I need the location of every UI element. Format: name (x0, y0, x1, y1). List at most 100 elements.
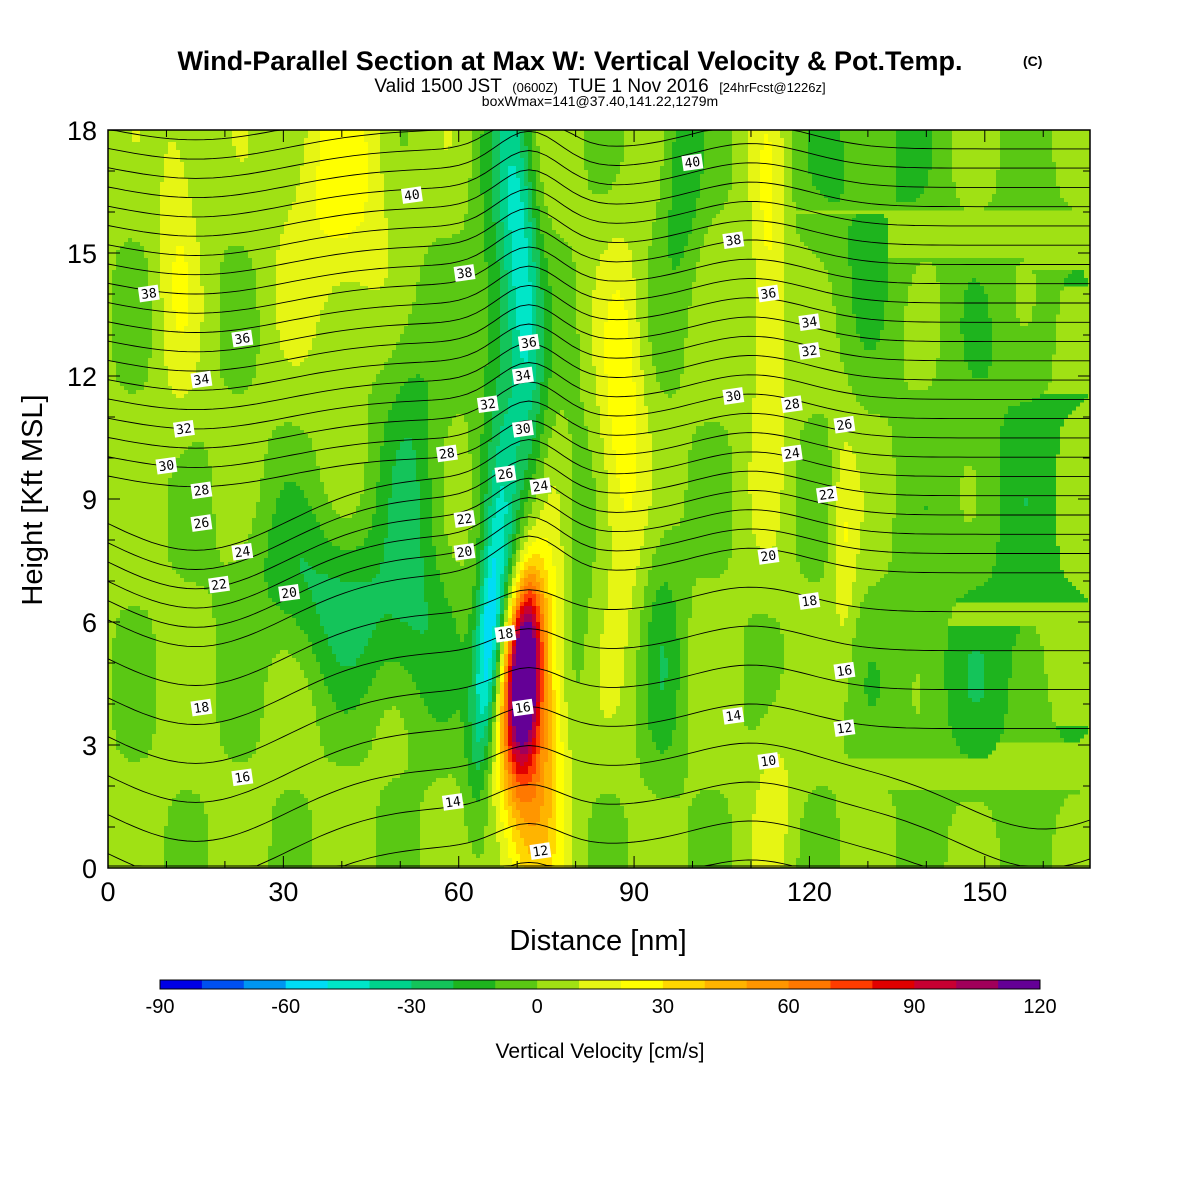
contour-label: 24 (529, 477, 552, 496)
contour-label-text: 38 (140, 286, 158, 303)
contour-label: 26 (833, 415, 856, 434)
contour-label: 32 (476, 395, 499, 414)
colorbar-tick-label: 0 (532, 996, 543, 1018)
contour-label-text: 10 (760, 753, 778, 770)
colorbar: -90 -60 -30 0 30 60 90 120 (146, 979, 1057, 1018)
theta-contour-23 (107, 477, 1090, 590)
x-tick-label: 90 (619, 877, 649, 907)
subtitle-forecast: [24hrFcst@1226z] (719, 80, 825, 95)
colorbar-swatch (369, 980, 412, 989)
contour-label-text: 30 (514, 421, 532, 438)
y-tick-label: 15 (67, 239, 97, 269)
theta-contour-29 (107, 362, 1090, 430)
contour-label-text: 24 (783, 446, 801, 463)
contour-label: 24 (231, 542, 254, 561)
contour-label: 34 (511, 366, 534, 385)
contour-label-text: 32 (175, 421, 193, 438)
colorbar-swatch (788, 980, 831, 989)
contour-label: 14 (441, 793, 464, 811)
contour-label-text: 36 (520, 335, 538, 352)
contour-label-text: 18 (801, 593, 819, 610)
theta-contour-27 (107, 400, 1090, 468)
contour-label-text: 40 (684, 155, 702, 172)
subtitle-box: boxWmax=141@37.40,141.22,1279m (482, 93, 718, 109)
contour-label: 10 (757, 752, 780, 770)
contour-label: 14 (722, 706, 745, 725)
theta-contour-25 (107, 439, 1090, 551)
theta-contour-34 (107, 265, 1090, 333)
theta-contour-28 (107, 381, 1090, 449)
contour-label-text: 20 (280, 585, 298, 602)
y-tick-label: 3 (82, 731, 97, 761)
theta-contour-35 (107, 246, 1090, 314)
theta-contour-15 (107, 742, 1091, 842)
contour-label: 26 (494, 465, 517, 483)
plot-area (108, 130, 1090, 869)
chart-title: Wind-Parallel Section at Max W: Vertical… (178, 46, 1043, 109)
x-tick-label: 60 (444, 877, 474, 907)
contour-label: 28 (190, 481, 213, 500)
title-mark: (C) (1023, 53, 1042, 69)
contour-label: 16 (231, 768, 254, 787)
contour-label: 16 (833, 661, 856, 680)
theta-contour-26 (107, 419, 1090, 488)
y-tick-label: 6 (82, 608, 97, 638)
colorbar-tick-label: 60 (777, 996, 799, 1018)
theta-contour-31 (107, 323, 1090, 391)
contour-label: 20 (453, 542, 476, 561)
y-tick-label: 18 (67, 116, 97, 146)
theta-contour-21 (107, 516, 1090, 628)
contour-label-text: 24 (532, 479, 550, 496)
colorbar-swatch (579, 980, 622, 989)
contour-label-text: 30 (158, 458, 176, 475)
x-axis-label: Distance [nm] (509, 925, 686, 957)
x-tick-label: 0 (100, 877, 115, 907)
colorbar-swatch (830, 980, 873, 989)
contour-label-text: 32 (801, 343, 819, 360)
contour-label: 12 (833, 719, 856, 738)
y-tick-label: 12 (67, 362, 97, 392)
contour-label-text: 22 (818, 487, 836, 504)
contour-label: 36 (231, 329, 254, 348)
theta-contour-33 (107, 284, 1090, 353)
contour-label-text: 24 (234, 544, 252, 561)
y-axis-label: Height [Kft MSL] (17, 394, 49, 605)
contour-label-text: 16 (514, 700, 532, 717)
colorbar-tick-label: 120 (1023, 996, 1056, 1018)
contour-label-text: 16 (836, 663, 854, 680)
x-tick-label: 120 (787, 877, 832, 907)
contour-label-text: 22 (456, 511, 474, 528)
contour-label: 32 (798, 342, 821, 360)
contour-label: 30 (722, 387, 745, 406)
y-tick-label: 9 (82, 485, 97, 515)
contour-label: 12 (529, 842, 552, 861)
contour-label: 26 (190, 514, 213, 533)
contour-label-text: 40 (403, 188, 421, 205)
y-tick-label: 0 (82, 854, 97, 884)
contour-label: 36 (757, 284, 780, 303)
contour-label: 38 (722, 231, 745, 250)
contour-label-text: 16 (234, 770, 252, 787)
colorbar-tick-label: 30 (652, 996, 674, 1018)
colorbar-swatch (495, 980, 538, 989)
contour-label: 38 (453, 264, 476, 283)
theta-contour-19 (107, 586, 1090, 686)
colorbar-swatch (411, 980, 454, 989)
colorbar-swatch (662, 980, 706, 989)
x-tick-label: 150 (962, 877, 1007, 907)
potential-temperature-contours (107, 129, 1091, 867)
colorbar-swatch (704, 980, 748, 989)
contour-label: 22 (208, 575, 230, 594)
colorbar-swatch (327, 980, 371, 989)
contour-label: 32 (172, 419, 195, 438)
contour-label-text: 26 (193, 516, 211, 533)
theta-contour-32 (107, 304, 1090, 372)
colorbar-swatch (872, 980, 915, 989)
contour-label-text: 34 (193, 372, 211, 389)
contour-label: 16 (511, 698, 534, 717)
colorbar-swatch (998, 980, 1041, 989)
theta-contour-39 (107, 169, 1090, 237)
subtitle-prefix: Valid 1500 JST (374, 76, 502, 97)
